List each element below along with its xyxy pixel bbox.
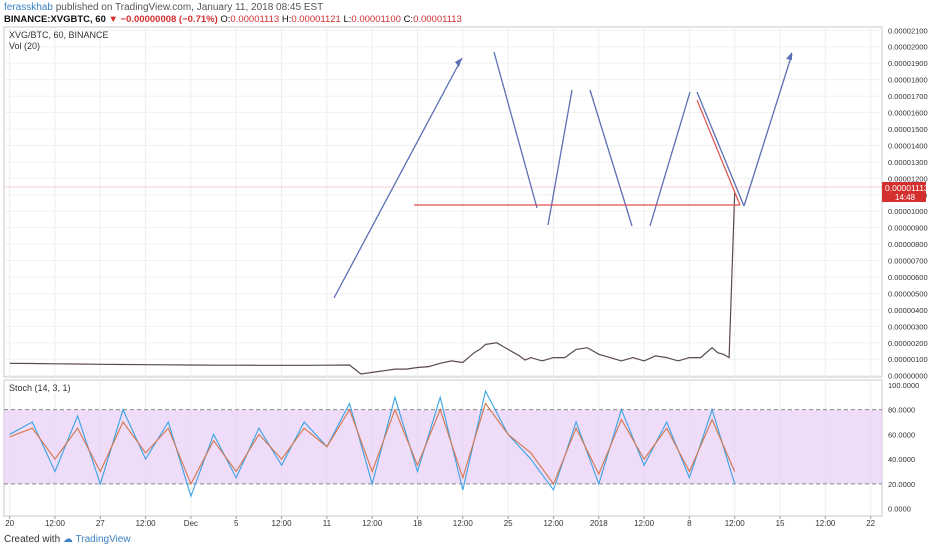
price-axis-tick-label: 0.00001800 xyxy=(888,76,928,85)
price-axis-tick-label: 0.00001900 xyxy=(888,59,928,68)
trend-arrow-1[interactable] xyxy=(333,57,463,299)
price-axis-tick-label: 0.00000300 xyxy=(888,322,928,331)
stoch-axis-tick-label: 100.0000 xyxy=(888,381,919,390)
close-label: C: xyxy=(403,14,414,25)
price-axis-tick-label: 0.00001500 xyxy=(888,125,928,134)
price-axis-tick-label: 0.00000200 xyxy=(888,339,928,348)
last-price-value: 0.00001113 xyxy=(885,183,929,193)
created-with-text: Created with xyxy=(4,534,61,545)
tradingview-cloud-icon: ☁ xyxy=(62,534,73,545)
vol-legend: Vol (20) xyxy=(9,41,40,51)
time-axis-tick-label: 2018 xyxy=(590,519,608,528)
low-label: L: xyxy=(343,14,352,25)
stoch-k-line[interactable] xyxy=(9,389,736,498)
high-label: H: xyxy=(281,14,292,25)
last-price-countdown: 14:48 xyxy=(895,193,916,202)
stoch-overbought-oversold-band xyxy=(4,409,882,484)
price-axis-tick-label: 0.00001000 xyxy=(888,207,928,216)
price-axis-tick-label: 0.00000700 xyxy=(888,257,928,266)
stoch-axis-tick-label: 0.0000 xyxy=(888,505,911,514)
trend-line-down-1[interactable] xyxy=(493,51,538,209)
publish-info: ferasskhab published on TradingView.com,… xyxy=(4,2,323,13)
price-axis-tick-label: 0.00001400 xyxy=(888,141,928,150)
time-axis-tick-label: 12:00 xyxy=(725,519,746,528)
price-axis-tick-label: 0.00002000 xyxy=(888,43,928,52)
time-axis-tick-label: Dec xyxy=(184,519,198,528)
time-axis-tick-label: 12:00 xyxy=(634,519,655,528)
time-axis-tick-label: 12:00 xyxy=(362,519,383,528)
stoch-legend: Stoch (14, 3, 1) xyxy=(9,383,71,393)
low-value: 0.00001100 xyxy=(351,14,401,25)
time-axis-tick-label: 15 xyxy=(776,519,785,528)
price-pane-bg[interactable] xyxy=(3,26,883,378)
price-axis-tick-label: 0.00001700 xyxy=(888,92,928,101)
trend-line-up-3[interactable] xyxy=(649,91,691,227)
price-axis-tick-label: 0.00000400 xyxy=(888,306,928,315)
author-link[interactable]: ferasskhab xyxy=(4,2,53,13)
time-axis-tick-label: 12:00 xyxy=(272,519,293,528)
time-axis-tick-label: 5 xyxy=(234,519,239,528)
time-axis-tick-label: 12:00 xyxy=(136,519,157,528)
publish-text: published on TradingView.com, January 11… xyxy=(55,2,324,13)
price-axis-tick-label: 0.00000100 xyxy=(888,355,928,364)
price-axis-tick-label: 0.00001300 xyxy=(888,158,928,167)
time-axis-tick-label: 18 xyxy=(413,519,422,528)
ohlc-bar: BINANCE:XVGBTC, 60 ▼ −0.00000008 (−0.71%… xyxy=(4,14,462,25)
price-axis-tick-label: 0.00001600 xyxy=(888,109,928,118)
price-axis-tick-label: 0.00000500 xyxy=(888,289,928,298)
high-value: 0.00001121 xyxy=(291,14,341,25)
open-label: O: xyxy=(220,14,231,25)
time-axis-tick-label: 20 xyxy=(5,519,14,528)
trend-arrow-2[interactable] xyxy=(743,53,793,207)
symbol-label: BINANCE:XVGBTC, 60 xyxy=(4,14,106,25)
resistance-descending-line[interactable] xyxy=(696,99,741,206)
price-axis-tick-label: 0.00000900 xyxy=(888,224,928,233)
trend-line-down-2[interactable] xyxy=(589,89,633,227)
time-axis-tick-label: 11 xyxy=(323,519,332,528)
tradingview-brand-link[interactable]: TradingView xyxy=(75,534,131,545)
time-axis-tick-label: 25 xyxy=(504,519,513,528)
time-axis-tick-label: 12:00 xyxy=(815,519,836,528)
trend-line-up-2[interactable] xyxy=(547,89,573,226)
stoch-axis-tick-label: 40.0000 xyxy=(888,455,915,464)
time-axis-tick-label: 12:00 xyxy=(543,519,564,528)
footer: Created with ☁ TradingView xyxy=(4,534,131,545)
price-axis-tick-label: 0.00000000 xyxy=(888,372,928,381)
time-axis-tick-label: 22 xyxy=(866,519,875,528)
trend-arrowhead-1 xyxy=(455,58,462,67)
stoch-axis-tick-label: 60.0000 xyxy=(888,430,915,439)
time-axis-tick-label: 8 xyxy=(687,519,692,528)
price-axis-tick-label: 0.00000800 xyxy=(888,240,928,249)
price-axis-tick-label: 0.00001200 xyxy=(888,174,928,183)
price-change: ▼ −0.00000008 (−0.71%) xyxy=(108,14,218,25)
last-price-tag: 0.00001113 14:48 xyxy=(882,182,929,202)
time-axis-tick-label: 12:00 xyxy=(45,519,66,528)
price-axis-tick-label: 0.00002100 xyxy=(888,26,928,35)
close-value: 0.00001113 xyxy=(413,14,462,25)
stoch-axis-tick-label: 80.0000 xyxy=(888,406,915,415)
open-value: 0.00001113 xyxy=(230,14,280,25)
stoch-axis-tick-label: 20.0000 xyxy=(888,480,915,489)
stoch-d-line[interactable] xyxy=(9,402,736,486)
time-axis-tick-label: 12:00 xyxy=(453,519,474,528)
price-axis-tick-label: 0.00000600 xyxy=(888,273,928,282)
time-axis-tick-label: 27 xyxy=(96,519,105,528)
pane-title: XVG/BTC, 60, BINANCE xyxy=(9,30,109,40)
trend-arrowhead-2 xyxy=(786,52,792,60)
price-series-line[interactable] xyxy=(9,192,736,375)
